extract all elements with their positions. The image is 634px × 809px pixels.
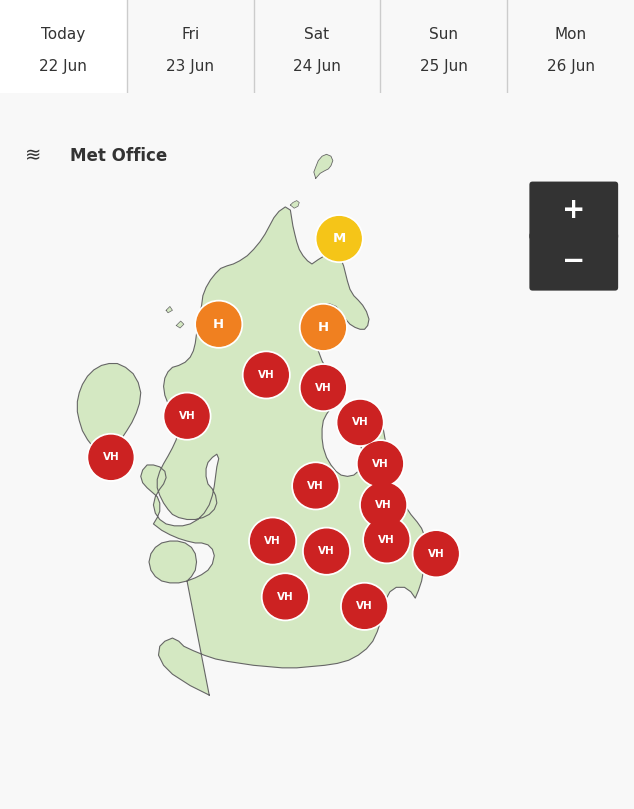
Circle shape bbox=[304, 529, 349, 574]
FancyBboxPatch shape bbox=[0, 0, 127, 93]
Text: Fri: Fri bbox=[181, 27, 199, 42]
Text: ≋: ≋ bbox=[25, 146, 42, 166]
Circle shape bbox=[358, 442, 403, 485]
Polygon shape bbox=[290, 201, 299, 208]
Polygon shape bbox=[77, 363, 141, 463]
Circle shape bbox=[341, 582, 388, 630]
Text: −: − bbox=[562, 247, 585, 275]
Polygon shape bbox=[314, 155, 333, 179]
Text: VH: VH bbox=[264, 536, 281, 546]
Text: VH: VH bbox=[179, 411, 195, 421]
Circle shape bbox=[244, 353, 288, 397]
Circle shape bbox=[262, 573, 309, 621]
Circle shape bbox=[87, 434, 134, 481]
Circle shape bbox=[301, 305, 346, 349]
Circle shape bbox=[337, 399, 384, 447]
Circle shape bbox=[263, 575, 307, 619]
Circle shape bbox=[89, 435, 133, 480]
Text: 23 Jun: 23 Jun bbox=[166, 60, 214, 74]
Text: Met Office: Met Office bbox=[70, 147, 167, 165]
Text: 26 Jun: 26 Jun bbox=[547, 60, 595, 74]
Circle shape bbox=[338, 400, 382, 444]
Circle shape bbox=[243, 351, 290, 399]
Circle shape bbox=[360, 481, 407, 528]
Circle shape bbox=[294, 464, 338, 508]
Polygon shape bbox=[141, 207, 426, 695]
Text: 22 Jun: 22 Jun bbox=[39, 60, 87, 74]
Text: 25 Jun: 25 Jun bbox=[420, 60, 468, 74]
Polygon shape bbox=[166, 307, 172, 313]
Circle shape bbox=[342, 584, 387, 629]
Text: Sun: Sun bbox=[429, 27, 458, 42]
FancyBboxPatch shape bbox=[529, 232, 618, 290]
Circle shape bbox=[361, 483, 406, 527]
Polygon shape bbox=[176, 321, 184, 328]
Circle shape bbox=[317, 217, 361, 260]
Circle shape bbox=[413, 530, 460, 578]
Text: VH: VH bbox=[378, 535, 395, 544]
Text: VH: VH bbox=[372, 459, 389, 468]
Circle shape bbox=[195, 300, 242, 348]
Circle shape bbox=[414, 532, 458, 576]
Text: Today: Today bbox=[41, 27, 86, 42]
Text: VH: VH bbox=[356, 601, 373, 612]
Text: VH: VH bbox=[277, 592, 294, 602]
Circle shape bbox=[301, 366, 346, 409]
Text: H: H bbox=[213, 318, 224, 331]
Circle shape bbox=[292, 462, 339, 510]
Circle shape bbox=[249, 517, 296, 565]
Text: Mon: Mon bbox=[555, 27, 586, 42]
Circle shape bbox=[164, 392, 210, 440]
FancyBboxPatch shape bbox=[529, 181, 618, 240]
Circle shape bbox=[357, 440, 404, 488]
Text: 24 Jun: 24 Jun bbox=[293, 60, 341, 74]
Circle shape bbox=[303, 527, 350, 575]
Text: VH: VH bbox=[307, 481, 324, 491]
Circle shape bbox=[316, 215, 363, 262]
Circle shape bbox=[197, 303, 241, 346]
Text: VH: VH bbox=[315, 383, 332, 392]
Circle shape bbox=[365, 518, 409, 561]
Text: H: H bbox=[318, 321, 329, 334]
Circle shape bbox=[250, 519, 295, 563]
Text: VH: VH bbox=[375, 500, 392, 510]
Circle shape bbox=[165, 394, 209, 438]
Circle shape bbox=[300, 303, 347, 351]
Circle shape bbox=[363, 516, 410, 564]
Text: VH: VH bbox=[258, 370, 275, 380]
Text: +: + bbox=[562, 196, 585, 224]
Text: VH: VH bbox=[318, 546, 335, 557]
Text: VH: VH bbox=[428, 549, 444, 559]
Text: Sat: Sat bbox=[304, 27, 330, 42]
Text: VH: VH bbox=[103, 452, 119, 463]
Circle shape bbox=[300, 364, 347, 412]
Text: M: M bbox=[333, 232, 346, 245]
Text: VH: VH bbox=[352, 417, 368, 427]
